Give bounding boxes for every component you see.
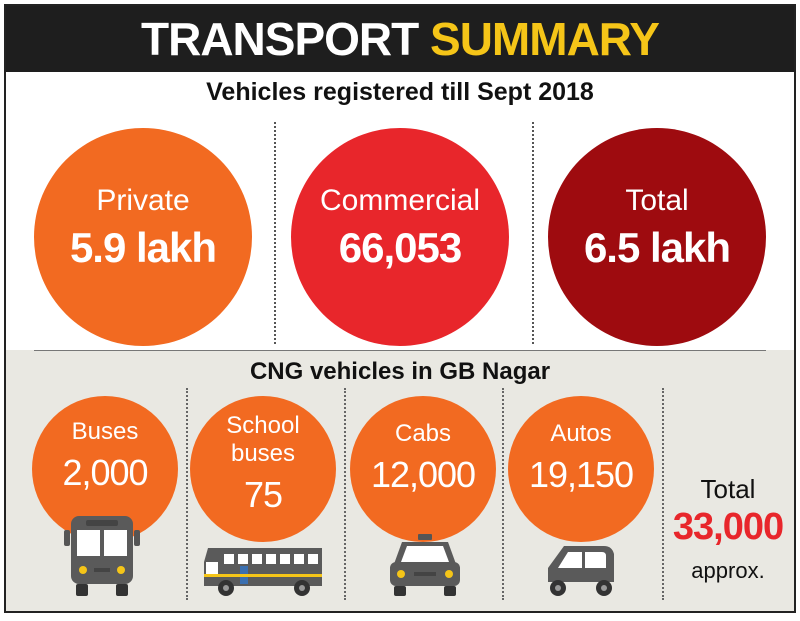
registered-heading: Vehicles registered till Sept 2018 [206, 78, 594, 106]
cabs-value: 12,000 [370, 454, 476, 495]
title-transport: TRANSPORT [141, 13, 419, 65]
divider [662, 388, 664, 600]
cng-total-value: 33,000 [672, 506, 784, 548]
cng-total-label: Total [700, 474, 756, 504]
cng-total-suffix: approx. [691, 558, 765, 583]
school-bus-icon [204, 548, 322, 596]
autos-label: Autos [550, 420, 612, 447]
school-buses-label-line1: School [226, 412, 300, 439]
autos-circle: Autos 19,150 [508, 396, 654, 542]
cng-heading: CNG vehicles in GB Nagar [249, 358, 551, 385]
divider [502, 388, 504, 600]
cabs-circle: Cabs 12,000 [350, 396, 496, 542]
commercial-value: 66,053 [338, 224, 462, 271]
section-rule [34, 350, 766, 351]
total-value: 6.5 lakh [583, 224, 731, 271]
private-value: 5.9 lakh [69, 224, 217, 271]
divider [532, 122, 534, 344]
bus-icon [64, 516, 140, 596]
school-buses-label-line2: buses [230, 440, 296, 467]
cabs-label: Cabs [394, 420, 452, 447]
auto-rickshaw-icon [548, 546, 614, 596]
private-circle: Private 5.9 lakh [34, 128, 252, 346]
autos-value: 19,150 [528, 454, 634, 495]
commercial-circle: Commercial 66,053 [291, 128, 509, 346]
divider [186, 388, 188, 600]
cab-icon [390, 534, 460, 596]
divider [274, 122, 276, 344]
buses-value: 2,000 [62, 452, 148, 493]
buses-circle: Buses 2,000 [32, 396, 178, 542]
buses-label: Buses [71, 418, 139, 445]
infographic: TRANSPORT SUMMARY Vehicles registered ti… [4, 4, 796, 613]
total-circle: Total 6.5 lakh [548, 128, 766, 346]
title-summary: SUMMARY [430, 13, 660, 65]
private-label: Private [96, 184, 190, 217]
commercial-label: Commercial [319, 184, 481, 217]
divider [344, 388, 346, 600]
school-buses-value: 75 [243, 474, 283, 515]
school-buses-circle: School buses 75 [190, 396, 336, 542]
total-label: Total [625, 184, 689, 217]
header-banner: TRANSPORT SUMMARY [6, 6, 794, 72]
